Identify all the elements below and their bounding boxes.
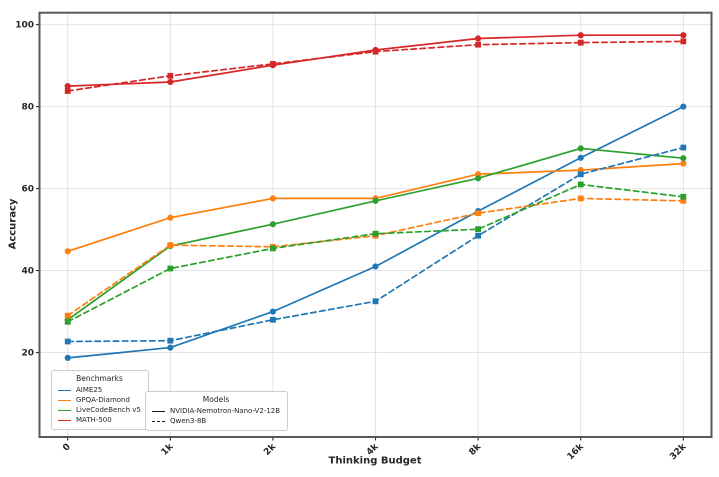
data-point — [64, 248, 71, 255]
data-point — [64, 354, 71, 361]
data-point — [64, 88, 71, 94]
legend-item: LiveCodeBench v5 — [58, 405, 141, 415]
x-tick-label: 32k — [668, 441, 689, 462]
data-point — [475, 232, 482, 239]
data-point — [475, 210, 482, 217]
legend-line-swatch — [58, 399, 71, 401]
data-point — [167, 214, 174, 221]
legend-item: NVIDIA-Nemotron-Nano-V2-12B — [152, 406, 280, 416]
data-point — [269, 221, 277, 228]
data-point — [64, 338, 71, 345]
data-point — [475, 41, 482, 48]
data-point — [270, 245, 276, 252]
legend-item: Qwen3-8B — [152, 416, 280, 426]
x-tick-label: 2k — [262, 441, 278, 457]
legend-item: AIME25 — [58, 385, 141, 395]
y-axis-label: Accuracy — [7, 198, 19, 250]
data-point — [270, 316, 276, 323]
legend-item-label: AIME25 — [76, 386, 103, 394]
data-point — [270, 61, 276, 67]
y-tick-label: 60 — [21, 185, 34, 195]
data-point — [680, 103, 687, 110]
data-point — [372, 197, 379, 204]
data-point — [475, 226, 482, 233]
data-point — [680, 160, 687, 167]
data-point — [167, 78, 174, 86]
data-point — [372, 263, 379, 270]
data-point — [475, 35, 482, 42]
data-point — [167, 265, 174, 272]
legend-item-label: Qwen3-8B — [170, 417, 207, 425]
y-tick-label: 40 — [21, 267, 34, 277]
series-aime25-qwen3 — [64, 144, 687, 345]
data-point — [372, 230, 379, 237]
data-point — [577, 171, 584, 178]
legend-item-label: MATH-500 — [76, 416, 112, 424]
data-point — [475, 175, 482, 182]
data-point — [167, 337, 174, 344]
legend-line-swatch — [152, 420, 165, 422]
x-axis-label: Thinking Budget — [328, 455, 422, 467]
data-point — [167, 242, 174, 249]
data-point — [680, 38, 687, 45]
data-point — [167, 344, 174, 351]
legend-item: GPQA-Diamond — [58, 395, 141, 405]
legend-line-swatch — [58, 409, 71, 411]
data-point — [64, 82, 71, 90]
data-point — [680, 155, 687, 162]
y-tick-label: 80 — [21, 103, 34, 113]
data-point — [577, 154, 584, 161]
legend-item-label: NVIDIA-Nemotron-Nano-V2-12B — [170, 407, 281, 415]
data-point — [680, 193, 687, 200]
data-point — [64, 318, 71, 325]
y-tick-label: 20 — [21, 349, 34, 359]
data-point — [577, 32, 584, 39]
series-math-500-qwen3 — [64, 38, 687, 94]
data-point — [372, 48, 379, 55]
data-point — [577, 181, 584, 188]
legend-item-label: LiveCodeBench v5 — [76, 406, 141, 414]
benchmarks-legend: Benchmarks AIME25 GPQA-Diamond LiveCodeBenc… — [51, 370, 149, 430]
data-point — [372, 298, 379, 305]
data-point — [577, 145, 584, 152]
legend-line-swatch — [58, 389, 71, 391]
x-tick-label: 8k — [468, 441, 484, 457]
data-point — [269, 195, 277, 202]
data-point — [577, 39, 584, 46]
legend-item-label: GPQA-Diamond — [76, 396, 130, 404]
legend-item: MATH-500 — [58, 415, 141, 425]
y-tick-label: 100 — [15, 21, 34, 31]
data-point — [680, 197, 687, 204]
legend-line-swatch — [152, 410, 165, 412]
data-point — [577, 195, 584, 202]
x-tick-label: 1k — [160, 441, 176, 457]
series-livecodebench-v5-qwen3 — [64, 181, 687, 325]
data-point — [64, 312, 71, 319]
data-point — [269, 308, 277, 315]
data-point — [167, 72, 174, 79]
models-legend: Models NVIDIA-Nemotron-Nano-V2-12B Qwen3-8… — [145, 391, 289, 431]
x-tick-label: 16k — [566, 441, 587, 462]
data-point — [680, 32, 687, 39]
data-point — [680, 144, 687, 151]
x-tick-label: 0 — [61, 442, 73, 454]
legend-line-swatch — [58, 419, 71, 421]
legend-title: Models — [202, 395, 230, 404]
legend-title: Benchmarks — [76, 374, 123, 383]
plot-frame — [38, 11, 713, 438]
